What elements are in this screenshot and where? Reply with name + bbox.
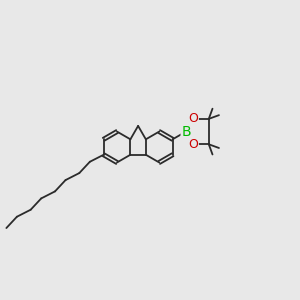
Text: O: O xyxy=(188,112,198,125)
Text: O: O xyxy=(188,138,198,151)
Text: B: B xyxy=(181,124,191,139)
